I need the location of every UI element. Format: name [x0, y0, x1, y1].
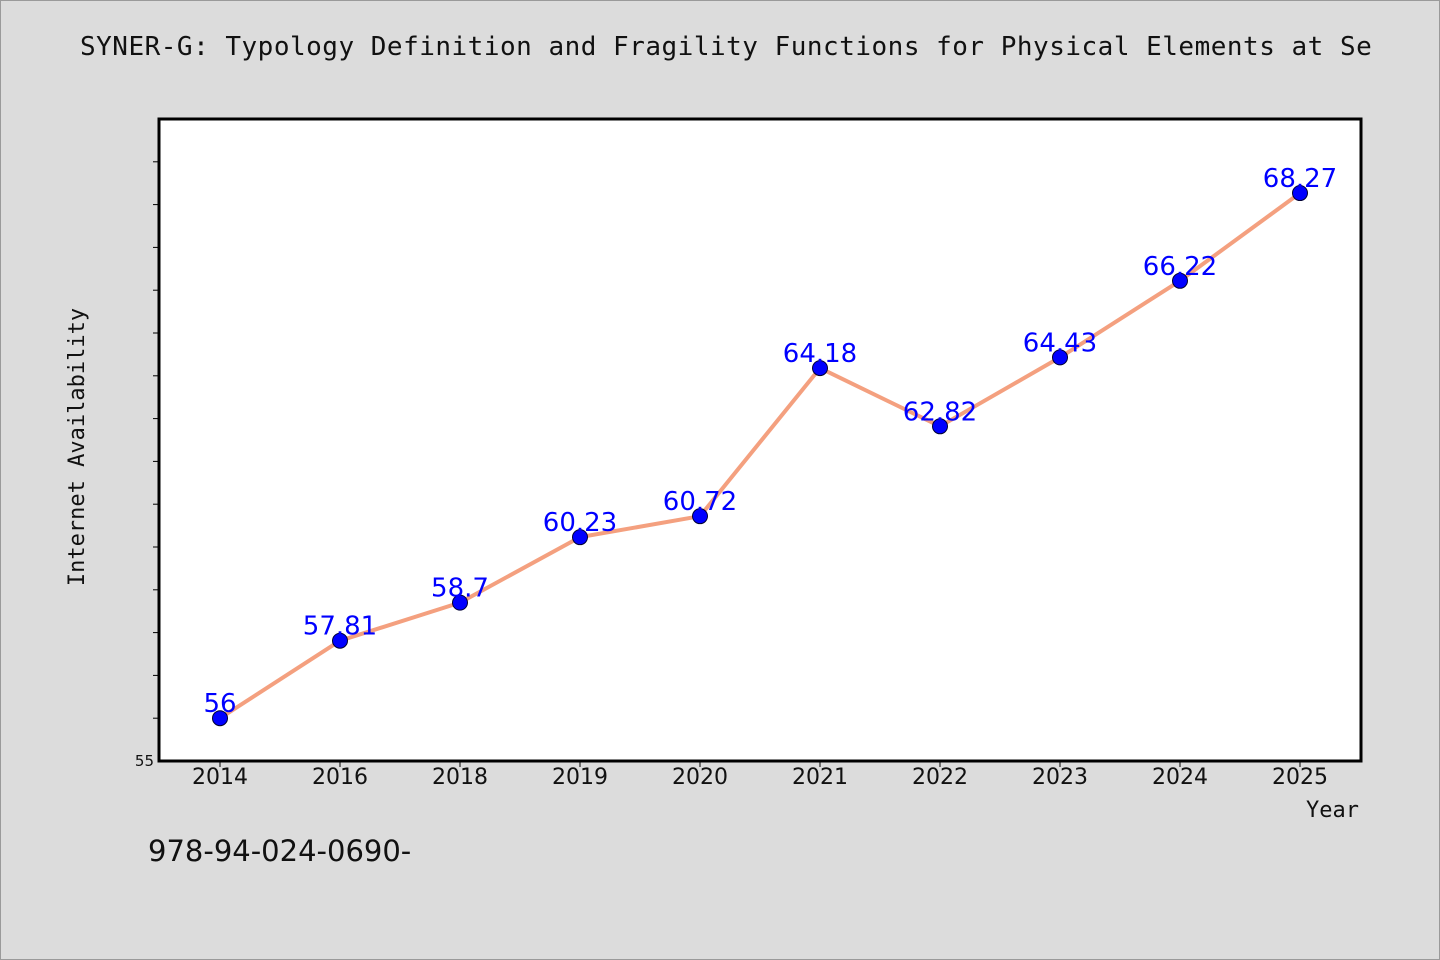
data-point — [1172, 272, 1188, 289]
data-label: 64.43 — [1023, 328, 1097, 358]
data-point — [572, 529, 588, 546]
data-point — [332, 632, 348, 649]
data-point — [932, 418, 948, 435]
x-tick-label: 2021 — [792, 765, 848, 790]
y-axis-min-label: 55 — [135, 752, 154, 770]
data-label: 66.22 — [1143, 252, 1217, 282]
data-label: 62.82 — [903, 397, 977, 427]
x-tick-label: 2025 — [1272, 765, 1328, 790]
x-tick-label: 2023 — [1032, 765, 1088, 790]
x-tick-label: 2020 — [672, 765, 728, 790]
y-axis-title: Internet Availability — [65, 308, 90, 586]
data-point — [812, 360, 828, 377]
data-label: 64.18 — [783, 339, 857, 369]
data-label: 60.72 — [663, 487, 737, 517]
data-label: 57.81 — [303, 612, 377, 642]
x-tick-label: 2016 — [312, 765, 368, 790]
x-tick-label: 2018 — [432, 765, 488, 790]
x-tick-label: 2019 — [552, 765, 608, 790]
isbn-footnote: 978-94-024-0690- — [148, 834, 412, 868]
data-label: 56 — [203, 689, 236, 719]
data-point — [1052, 349, 1068, 366]
data-label: 58.7 — [431, 574, 489, 604]
data-point — [452, 594, 468, 611]
data-label: 68.27 — [1263, 164, 1337, 194]
data-point — [1292, 185, 1308, 202]
data-point — [692, 508, 708, 525]
x-tick-label: 2024 — [1152, 765, 1208, 790]
x-axis-title: Year — [1306, 798, 1359, 823]
data-label: 60.23 — [543, 508, 617, 538]
x-tick-label: 2014 — [192, 765, 248, 790]
chart-title: SYNER-G: Typology Definition and Fragili… — [80, 32, 1373, 62]
x-tick-label: 2022 — [912, 765, 968, 790]
data-point — [212, 710, 228, 727]
series-line — [218, 191, 1302, 720]
